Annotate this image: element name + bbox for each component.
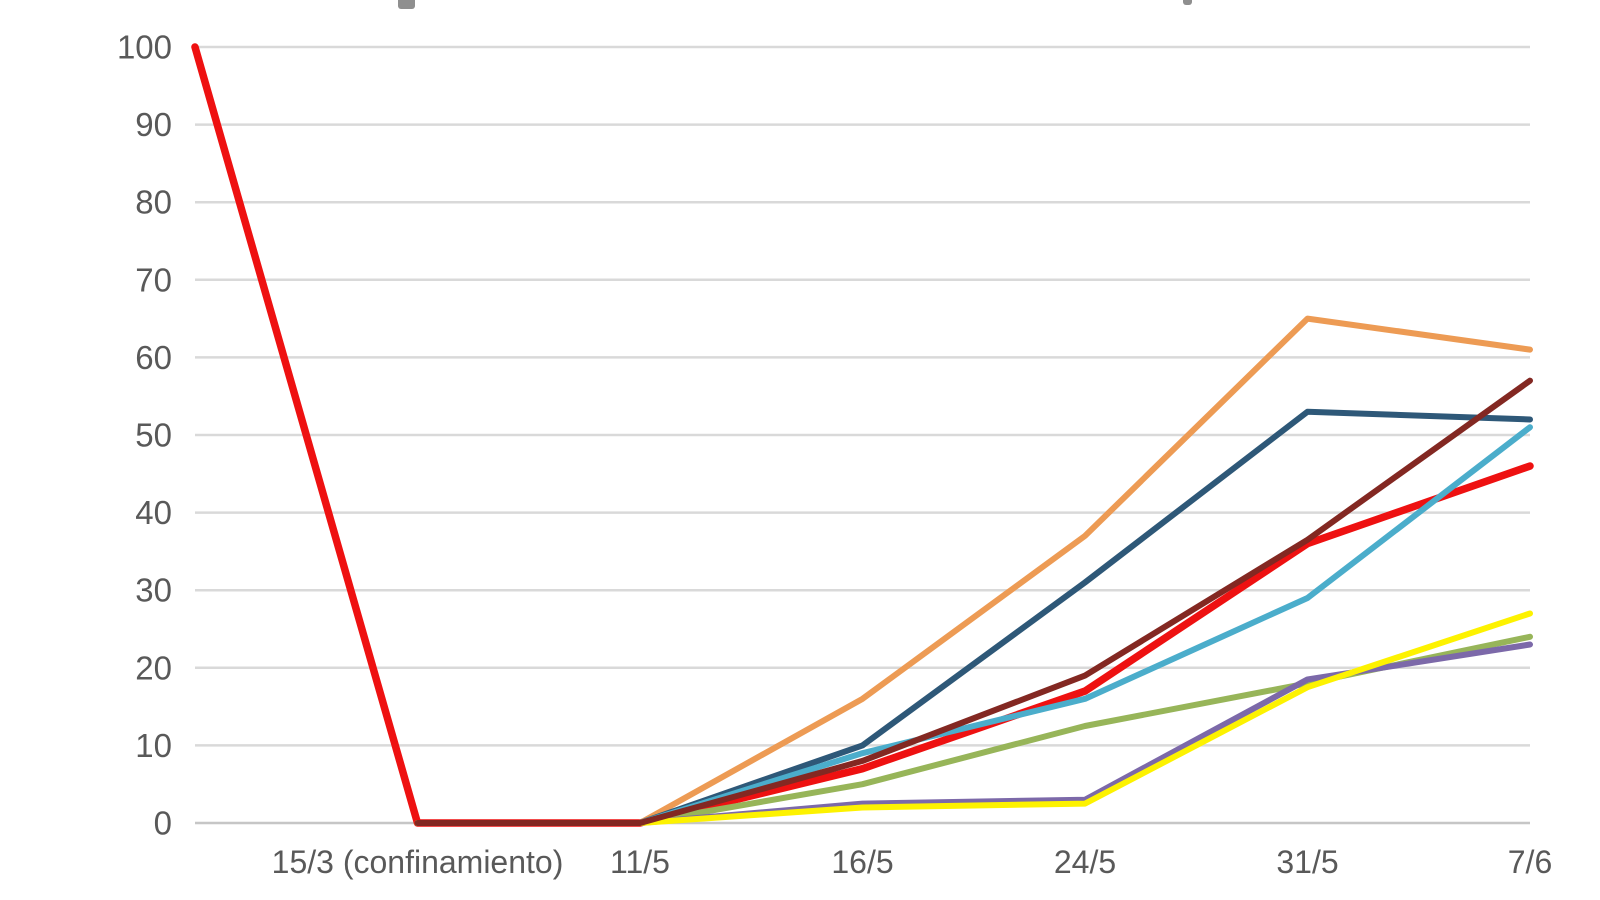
x-axis-tick-label: 16/5 xyxy=(831,844,893,880)
y-axis-tick-labels: 0 10 20 30 40 50 60 70 80 90 100 xyxy=(117,29,172,842)
series-line-cyan xyxy=(414,424,1533,826)
y-axis-tick-label: 100 xyxy=(117,29,172,66)
y-axis-tick-label: 20 xyxy=(135,649,172,686)
clipped-title-fragment xyxy=(1183,0,1192,5)
y-axis-tick-label: 80 xyxy=(135,184,172,221)
y-axis-tick-label: 0 xyxy=(154,805,172,842)
clipped-title-fragment xyxy=(398,0,415,9)
series-lines xyxy=(191,43,1534,827)
y-axis-tick-label: 40 xyxy=(135,494,172,531)
y-axis-tick-label: 70 xyxy=(135,261,172,298)
y-axis-tick-label: 60 xyxy=(135,339,172,376)
x-axis-tick-label: 24/5 xyxy=(1054,844,1116,880)
series-line-orange xyxy=(414,315,1533,826)
x-axis-tick-label: 31/5 xyxy=(1276,844,1338,880)
y-axis-tick-label: 50 xyxy=(135,417,172,454)
gridlines xyxy=(195,45,1530,825)
x-axis-tick-labels: 15/3 (confinamiento) 11/5 16/5 24/5 31/5 7/6 xyxy=(272,844,1553,880)
x-axis-tick-label: 15/3 (confinamiento) xyxy=(272,844,564,880)
y-axis-tick-label: 90 xyxy=(135,106,172,143)
x-axis-tick-label: 7/6 xyxy=(1508,844,1552,880)
y-axis-tick-label: 10 xyxy=(135,727,172,764)
x-axis-tick-label: 11/5 xyxy=(610,844,670,880)
y-axis-tick-label: 30 xyxy=(135,572,172,609)
series-line-dark-maroon xyxy=(414,377,1533,826)
